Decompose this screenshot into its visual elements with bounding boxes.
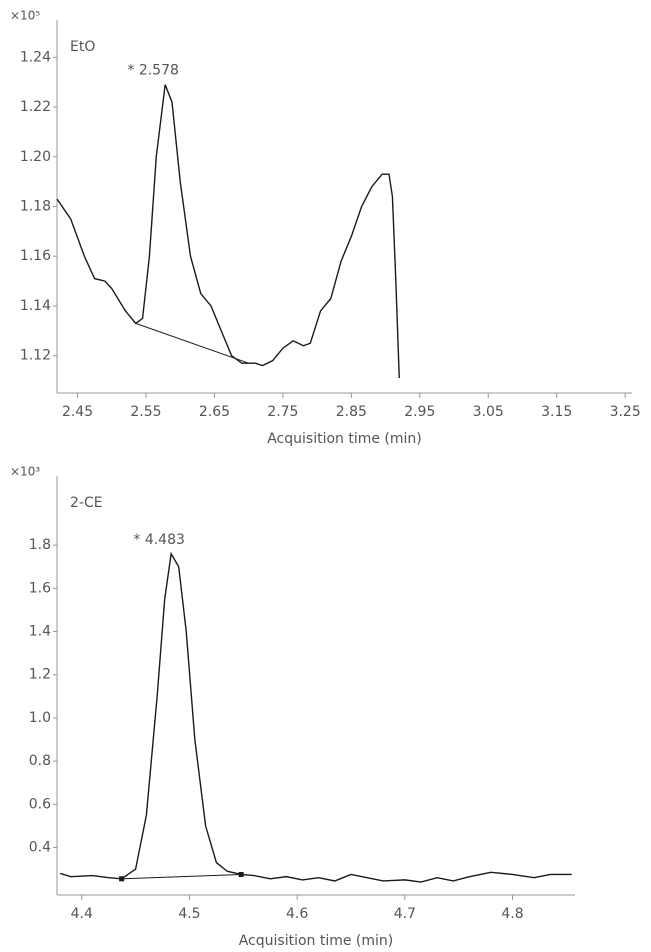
y-tick-label: 1.4	[29, 624, 51, 640]
x-tick-label: 4.6	[286, 906, 308, 922]
y-tick-label: 1.14	[20, 298, 51, 314]
x-tick-label: 3.05	[473, 404, 504, 420]
y-tick-label: 1.16	[20, 248, 51, 264]
baseline-marker	[238, 871, 244, 877]
y-multiplier: ×10⁵	[10, 9, 40, 23]
x-tick-label: 4.7	[394, 906, 416, 922]
x-tick-label: 4.4	[71, 906, 93, 922]
y-tick-label: 1.24	[20, 49, 51, 65]
y-tick-label: 1.12	[20, 348, 51, 364]
x-tick-label: 4.5	[178, 906, 200, 922]
x-tick-label: 3.15	[541, 404, 572, 420]
x-tick-label: 2.45	[62, 404, 93, 420]
x-tick-label: 3.25	[610, 404, 641, 420]
y-tick-label: 1.20	[20, 149, 51, 165]
series-label: EtO	[70, 39, 95, 55]
trace	[56, 84, 400, 379]
baseline	[135, 322, 249, 364]
x-tick-label: 4.8	[501, 906, 523, 922]
x-tick-label: 2.55	[130, 404, 161, 420]
peak-annotation: * 4.483	[133, 532, 185, 548]
y-tick-label: 1.22	[20, 99, 51, 115]
y-tick-label: 1.6	[29, 580, 51, 596]
y-tick-label: 1.2	[29, 667, 51, 683]
y-tick-label: 0.6	[29, 796, 51, 812]
y-tick-label: 1.18	[20, 199, 51, 215]
baseline-marker	[119, 876, 125, 882]
y-tick-label: 1.8	[29, 537, 51, 553]
x-tick-label: 2.85	[336, 404, 367, 420]
baseline	[121, 873, 242, 880]
y-tick-label: 0.4	[29, 839, 51, 855]
trace	[60, 551, 572, 883]
peak-annotation: * 2.578	[127, 63, 179, 79]
x-axis-title: Acquisition time (min)	[239, 933, 394, 948]
y-tick-label: 1.0	[29, 710, 51, 726]
x-axis-title: Acquisition time (min)	[267, 431, 422, 447]
x-tick-label: 2.95	[404, 404, 435, 420]
x-tick-label: 2.65	[199, 404, 230, 420]
x-tick-label: 2.75	[267, 404, 298, 420]
y-multiplier: ×10³	[10, 465, 40, 479]
series-label: 2-CE	[70, 495, 103, 511]
y-tick-label: 0.8	[29, 753, 51, 769]
